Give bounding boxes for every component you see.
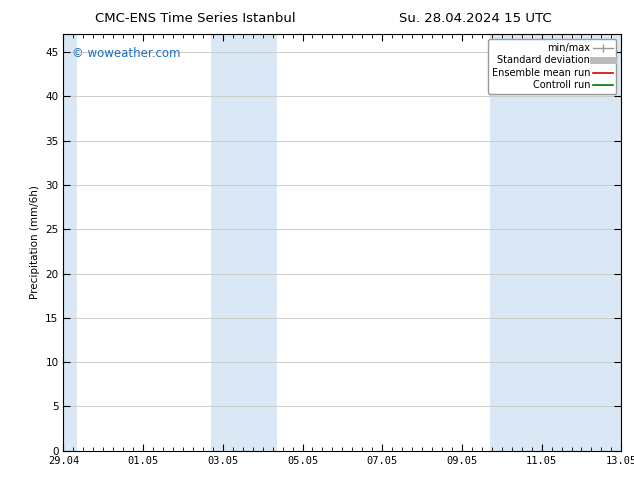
Text: © woweather.com: © woweather.com bbox=[72, 47, 180, 60]
Bar bbox=[211, 34, 276, 451]
Text: Su. 28.04.2024 15 UTC: Su. 28.04.2024 15 UTC bbox=[399, 12, 552, 25]
Y-axis label: Precipitation (mm/6h): Precipitation (mm/6h) bbox=[30, 186, 40, 299]
Text: CMC-ENS Time Series Istanbul: CMC-ENS Time Series Istanbul bbox=[95, 12, 295, 25]
Bar bbox=[490, 34, 621, 451]
Legend: min/max, Standard deviation, Ensemble mean run, Controll run: min/max, Standard deviation, Ensemble me… bbox=[488, 39, 616, 94]
Bar bbox=[63, 34, 77, 451]
